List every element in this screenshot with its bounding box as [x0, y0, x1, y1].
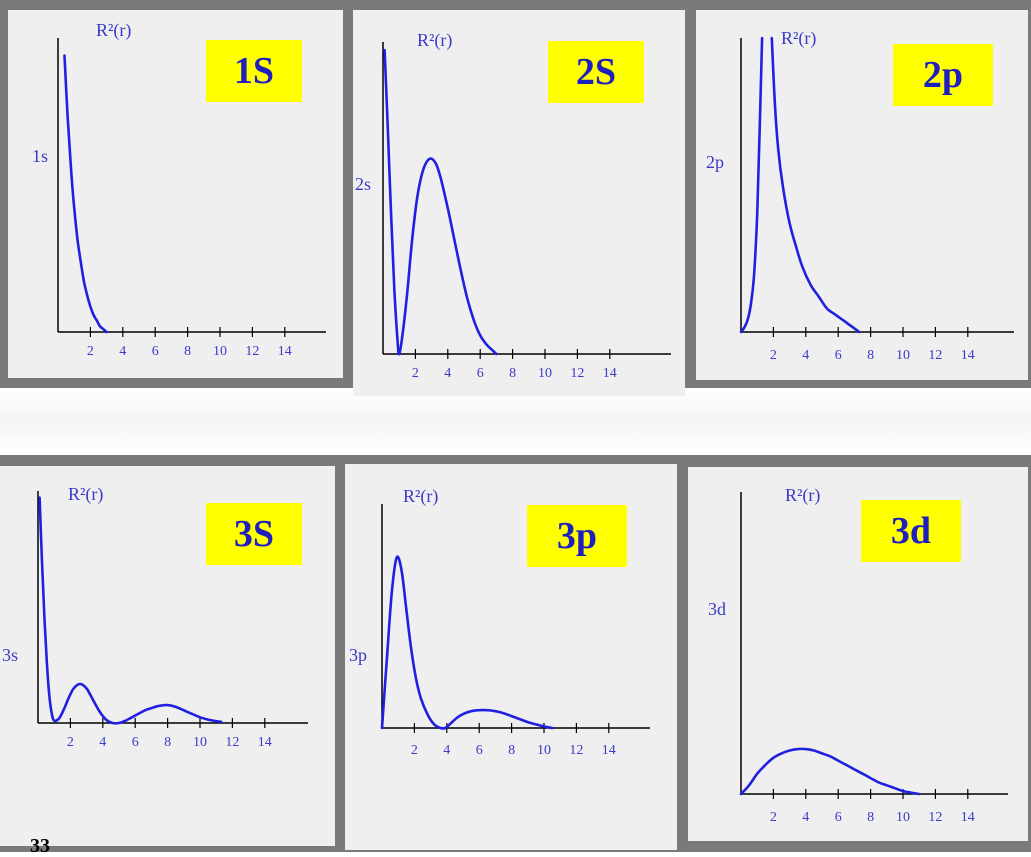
series-line-p3p-0	[380, 555, 554, 730]
x-tick-label: 4	[99, 735, 106, 750]
x-tick-label: 10	[537, 743, 551, 758]
badge-3p: 3p	[527, 505, 627, 567]
orbital-label: 2s	[355, 174, 371, 194]
x-tick-label: 6	[477, 366, 484, 381]
x-tick-label: 8	[509, 366, 516, 381]
x-tick-label: 8	[508, 743, 515, 758]
badge-1s: 1S	[206, 40, 302, 102]
x-tick-label: 14	[258, 735, 272, 750]
x-tick-label: 10	[193, 735, 207, 750]
y-axis-title: R²(r)	[68, 484, 103, 505]
badge-3s: 3S	[206, 503, 302, 565]
x-tick-label: 8	[184, 344, 191, 359]
series-line-p2p-1	[770, 36, 861, 334]
x-tick-label: 10	[213, 344, 227, 359]
chart-svg-p3d: 2 4 6 8 10 12 14 R²(r) 3d	[708, 485, 1008, 825]
orbital-label: 3s	[2, 645, 18, 665]
series-line-p3s-0	[38, 496, 223, 725]
chart-svg-p2p: 2 4 6 8 10 12 14 R²(r) 2p	[706, 28, 1014, 363]
orbital-label: 3p	[349, 645, 367, 665]
x-tick-label: 12	[225, 735, 239, 750]
badge-3d: 3d	[861, 500, 961, 562]
x-tick-label: 2	[770, 810, 777, 825]
x-tick-label: 4	[802, 348, 809, 363]
x-tick-label: 8	[867, 348, 874, 363]
orbital-label: 2p	[706, 152, 724, 172]
y-axis-title: R²(r)	[417, 30, 452, 51]
chart-svg-p2s: 2 4 6 8 10 12 14 R²(r) 2s	[355, 30, 671, 381]
series-line-p1s-0	[63, 54, 108, 334]
x-tick-label: 6	[835, 810, 842, 825]
x-tick-label: 8	[164, 735, 171, 750]
series-line-p3d-0	[739, 747, 921, 796]
x-tick-label: 4	[443, 743, 450, 758]
y-axis-title: R²(r)	[785, 485, 820, 506]
series-line-p2s-0	[383, 48, 498, 356]
x-tick-label: 4	[444, 366, 451, 381]
x-tick-label: 2	[770, 348, 777, 363]
x-tick-label: 6	[152, 344, 159, 359]
series-line-p2p-0	[739, 36, 764, 334]
chart-svg-p1s: 2 4 6 8 10 12 14 R²(r) 1s	[32, 20, 326, 359]
orbital-label: 1s	[32, 146, 48, 166]
x-tick-label: 6	[476, 743, 483, 758]
x-tick-label: 14	[603, 366, 617, 381]
x-tick-label: 2	[411, 743, 418, 758]
badge-2s: 2S	[548, 41, 644, 103]
x-tick-label: 12	[570, 366, 584, 381]
y-axis-title: R²(r)	[96, 20, 131, 41]
badge-2p: 2p	[893, 44, 993, 106]
chart-panel-3d: 2 4 6 8 10 12 14 R²(r) 3d	[688, 467, 1028, 841]
x-tick-label: 6	[835, 348, 842, 363]
x-tick-label: 6	[132, 735, 139, 750]
chart-svg-p3s: 2 4 6 8 10 12 14 R²(r) 3s	[2, 484, 308, 750]
row-gap	[0, 388, 1031, 455]
x-tick-label: 2	[67, 735, 74, 750]
x-tick-label: 12	[928, 348, 942, 363]
x-tick-label: 10	[896, 348, 910, 363]
chart-svg-p3p: 2 4 6 8 10 12 14 R²(r) 3p	[349, 486, 650, 758]
x-tick-label: 2	[87, 344, 94, 359]
x-tick-label: 14	[961, 348, 975, 363]
x-tick-label: 12	[569, 743, 583, 758]
y-axis-title: R²(r)	[403, 486, 438, 507]
y-axis-title: R²(r)	[781, 28, 816, 49]
chart-panel-3p: 2 4 6 8 10 12 14 R²(r) 3p	[345, 464, 677, 850]
x-tick-label: 4	[802, 810, 809, 825]
x-tick-label: 14	[961, 810, 975, 825]
x-tick-label: 10	[538, 366, 552, 381]
x-tick-label: 2	[412, 366, 419, 381]
x-tick-label: 14	[602, 743, 616, 758]
orbital-label: 3d	[708, 599, 726, 619]
x-tick-label: 4	[119, 344, 126, 359]
page-number: 33	[30, 835, 50, 857]
x-tick-label: 12	[245, 344, 259, 359]
x-tick-label: 12	[928, 810, 942, 825]
x-tick-label: 10	[896, 810, 910, 825]
x-tick-label: 14	[278, 344, 292, 359]
x-tick-label: 8	[867, 810, 874, 825]
